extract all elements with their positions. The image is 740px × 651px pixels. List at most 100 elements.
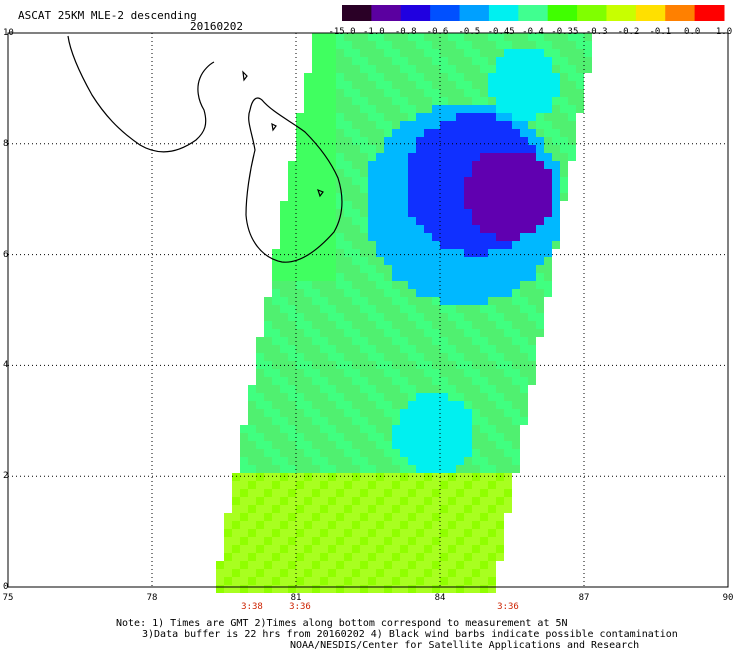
swath-cell [432, 553, 440, 561]
swath-cell [352, 585, 360, 593]
swath-cell [520, 289, 528, 297]
swath-cell [304, 225, 312, 233]
swath-cell [272, 257, 280, 265]
swath-cell [432, 513, 440, 521]
swath-cell [448, 161, 456, 169]
swath-cell [312, 225, 320, 233]
swath-cell [400, 329, 408, 337]
swath-cell [512, 177, 520, 185]
swath-cell [304, 513, 312, 521]
swath-cell [464, 289, 472, 297]
swath-cell [328, 393, 336, 401]
swath-cell [376, 209, 384, 217]
swath-cell [288, 225, 296, 233]
swath-cell [584, 57, 592, 65]
swath-cell [496, 201, 504, 209]
swath-cell [360, 49, 368, 57]
swath-cell [520, 377, 528, 385]
swath-cell [536, 321, 544, 329]
swath-cell [312, 345, 320, 353]
colorbar-label: -0.45 [487, 27, 515, 37]
swath-cell [456, 305, 464, 313]
swath-cell [560, 41, 568, 49]
swath-cell [544, 193, 552, 201]
swath-cell [512, 329, 520, 337]
swath-cell [288, 553, 296, 561]
swath-cell [320, 129, 328, 137]
swath-cell [312, 313, 320, 321]
swath-cell [376, 201, 384, 209]
swath-cell [424, 169, 432, 177]
swath-cell [456, 161, 464, 169]
swath-cell [336, 529, 344, 537]
swath-cell [368, 369, 376, 377]
swath-cell [248, 545, 256, 553]
swath-cell [376, 433, 384, 441]
swath-cell [472, 521, 480, 529]
swath-cell [400, 201, 408, 209]
swath-cell [320, 353, 328, 361]
swath-cell [496, 281, 504, 289]
swath-cell [248, 465, 256, 473]
swath-cell [544, 217, 552, 225]
swath-cell [336, 369, 344, 377]
swath-cell [536, 161, 544, 169]
swath-cell [448, 177, 456, 185]
swath-cell [304, 441, 312, 449]
swath-cell [344, 129, 352, 137]
swath-cell [504, 313, 512, 321]
swath-cell [544, 201, 552, 209]
swath-cell [488, 137, 496, 145]
swath-cell [392, 177, 400, 185]
swath-cell [296, 297, 304, 305]
swath-cell [280, 425, 288, 433]
swath-cell [520, 153, 528, 161]
swath-cell [400, 281, 408, 289]
swath-cell [512, 425, 520, 433]
swath-cell [456, 505, 464, 513]
swath-cell [360, 297, 368, 305]
swath-cell [544, 241, 552, 249]
swath-cell [464, 441, 472, 449]
swath-cell [472, 137, 480, 145]
swath-cell [424, 185, 432, 193]
swath-cell [400, 145, 408, 153]
swath-cell [336, 97, 344, 105]
swath-cell [440, 33, 448, 41]
swath-cell [424, 33, 432, 41]
swath-cell [376, 121, 384, 129]
swath-cell [264, 297, 272, 305]
swath-cell [408, 33, 416, 41]
swath-cell [280, 417, 288, 425]
swath-cell [296, 265, 304, 273]
swath-cell [376, 233, 384, 241]
swath-cell [480, 545, 488, 553]
swath-cell [328, 121, 336, 129]
swath-cell [480, 369, 488, 377]
swath-cell [368, 97, 376, 105]
swath-cell [464, 577, 472, 585]
swath-cell [360, 489, 368, 497]
swath-cell [408, 89, 416, 97]
swath-cell [432, 385, 440, 393]
swath-cell [472, 497, 480, 505]
swath-cell [248, 417, 256, 425]
swath-cell [520, 297, 528, 305]
swath-cell [296, 385, 304, 393]
swath-cell [376, 33, 384, 41]
swath-cell [496, 193, 504, 201]
swath-cell [472, 417, 480, 425]
swath-cell [344, 193, 352, 201]
swath-cell [384, 569, 392, 577]
swath-cell [280, 569, 288, 577]
swath-cell [504, 137, 512, 145]
swath-cell [296, 569, 304, 577]
swath-cell [320, 105, 328, 113]
swath-cell [256, 561, 264, 569]
swath-cell [312, 65, 320, 73]
swath-cell [264, 513, 272, 521]
swath-cell [320, 377, 328, 385]
swath-cell [312, 81, 320, 89]
swath-cell [352, 305, 360, 313]
swath-cell [424, 161, 432, 169]
